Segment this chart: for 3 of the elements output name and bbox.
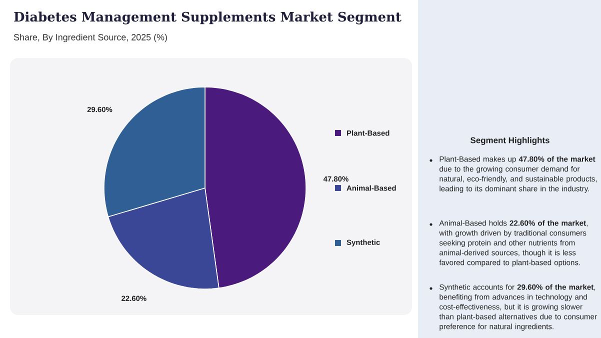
chart-subtitle: Share, By Ingredient Source, 2025 (%) [14, 34, 167, 42]
text: Segment Highlights [470, 137, 550, 145]
chart-title: Diabetes Management Supplements Market Segment [14, 12, 402, 24]
